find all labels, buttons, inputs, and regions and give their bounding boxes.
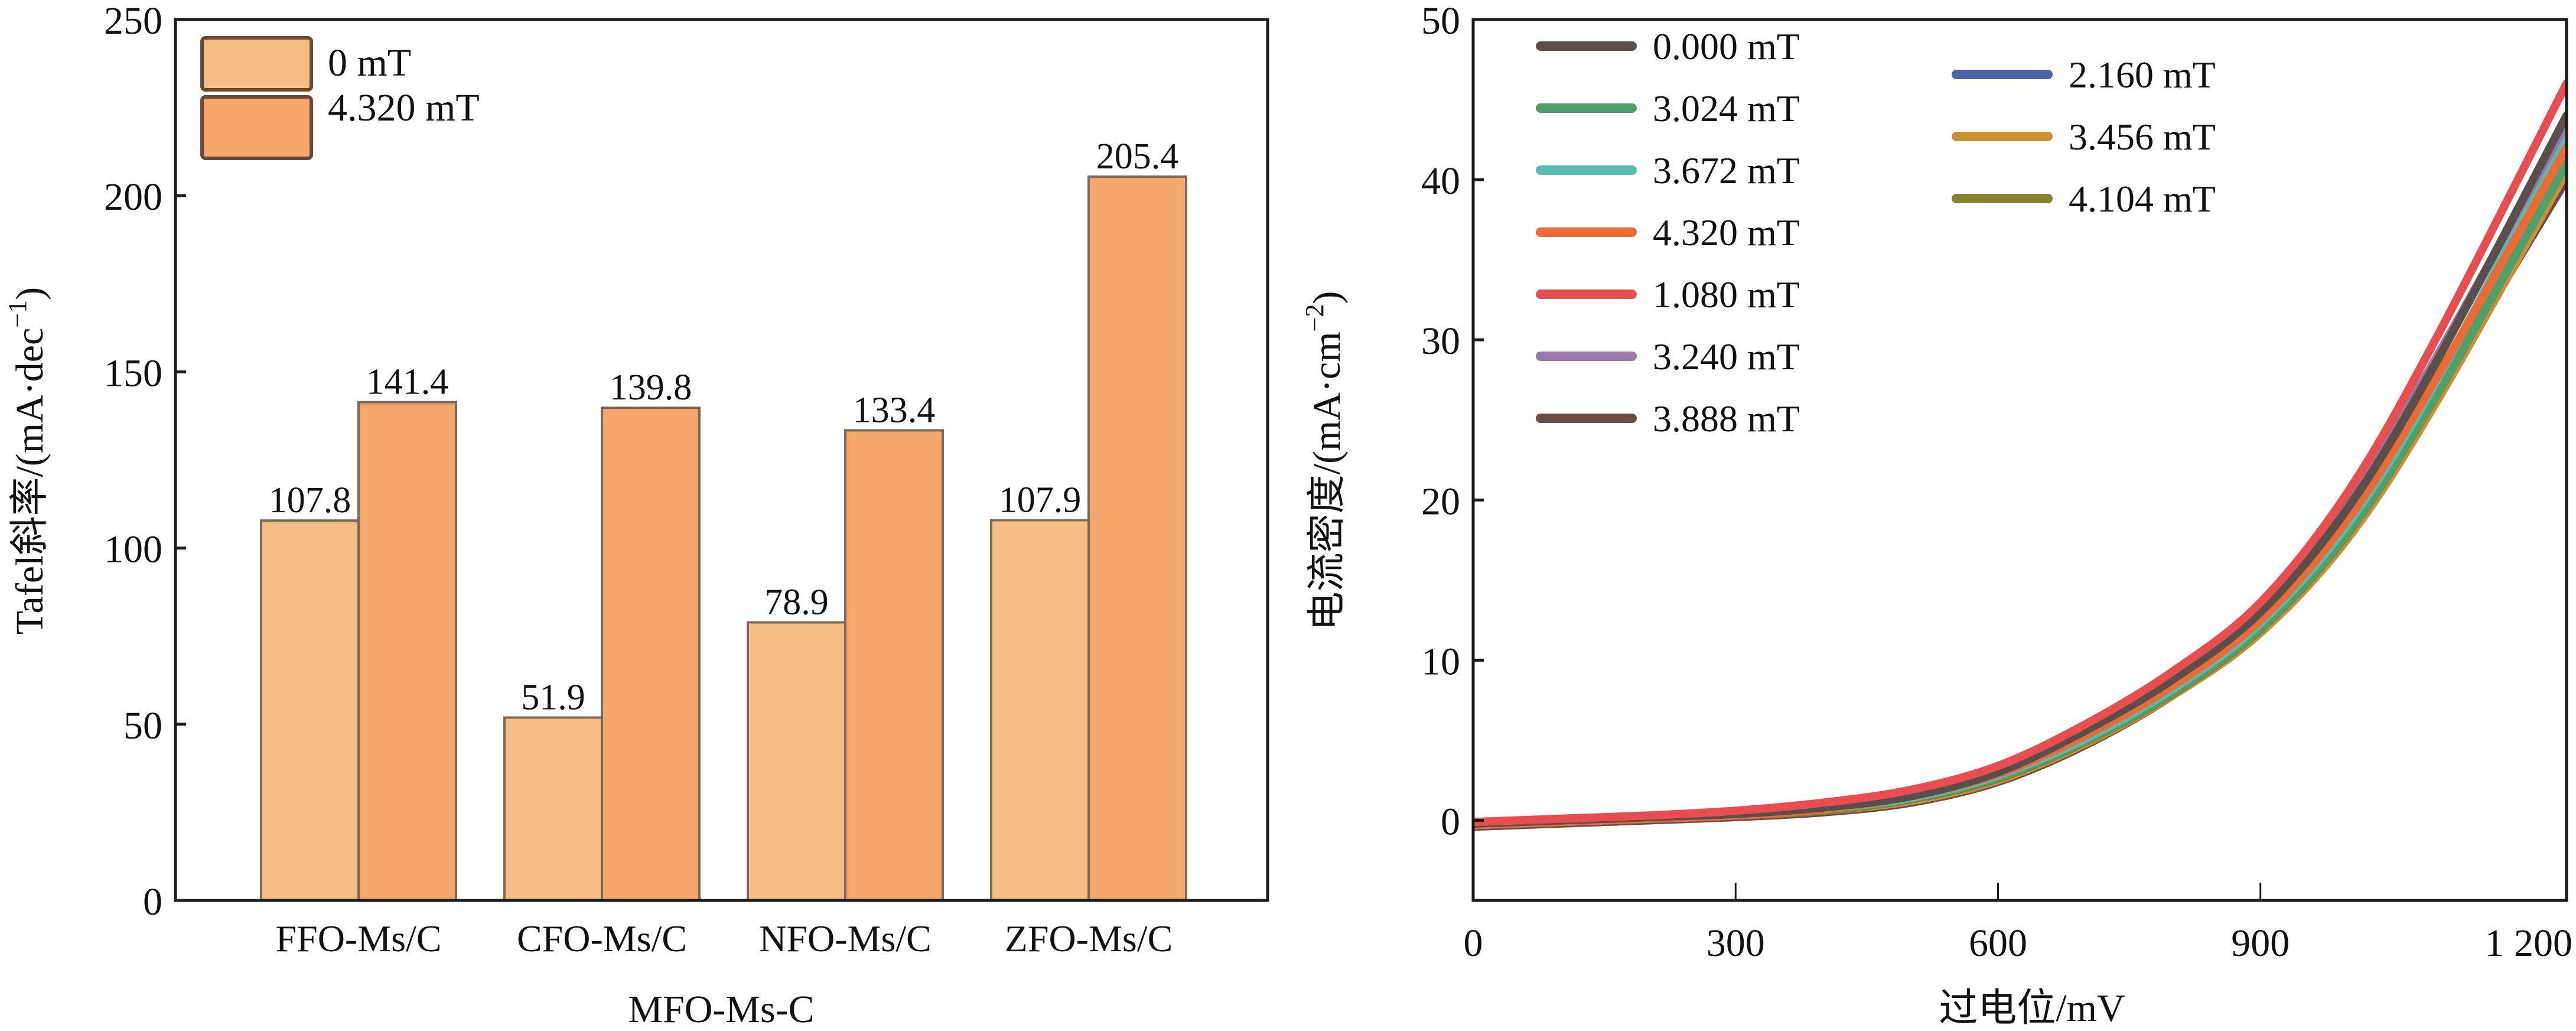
x-tick-label: 300 bbox=[1707, 922, 1765, 965]
bar-value-label: 141.4 bbox=[366, 362, 449, 402]
curve-2-160-mt bbox=[1473, 115, 2567, 828]
legend-swatch-4320mT bbox=[200, 95, 313, 160]
bar-value-label: 51.9 bbox=[521, 677, 585, 717]
legend-label-2-160-mt: 2.160 mT bbox=[2069, 54, 2216, 96]
y-tick-label: 50 bbox=[1421, 0, 1460, 43]
legend-label-3-024-mt: 3.024 mT bbox=[1653, 87, 1800, 129]
bar-ffo-ms-c-4-320-mt bbox=[357, 401, 457, 902]
curve-marks bbox=[1473, 79, 2567, 831]
x-axis-label: 过电位/mV bbox=[1939, 987, 2125, 1030]
y-tick-label: 250 bbox=[104, 0, 162, 43]
plot-frame bbox=[1471, 18, 2568, 902]
curve-4-104-mt bbox=[1473, 160, 2567, 830]
y-tick-label: 200 bbox=[104, 175, 162, 219]
x-tick-label: ZFO-Ms/C bbox=[1005, 918, 1173, 960]
bar-value-label: 107.8 bbox=[269, 480, 351, 521]
legend: 0 mT 4.320 mT bbox=[200, 36, 480, 160]
legend-label-1-080-mt: 1.080 mT bbox=[1653, 274, 1800, 316]
x-tick-label: 600 bbox=[1969, 922, 2027, 965]
x-tick-label: CFO-Ms/C bbox=[517, 918, 687, 960]
curve-3-240-mt bbox=[1473, 119, 2567, 828]
curve-4-320-mt bbox=[1473, 143, 2567, 830]
y-tick-label: 40 bbox=[1421, 160, 1460, 203]
bar-value-labels: 107.8 141.4 51.9 139.8 78.9 133.4 107.9 205.4 bbox=[269, 136, 1179, 717]
bar-zfo-ms-c-0-mt bbox=[990, 519, 1090, 902]
curve-0-000-mt bbox=[1473, 111, 2567, 828]
x-axis-ticks: 0 300 600 900 1 200 bbox=[1464, 883, 2573, 965]
y-axis-label: 电流密度/(mA·cm−2) bbox=[1300, 291, 1349, 631]
legend-label-0mT: 0 mT bbox=[328, 41, 411, 84]
bar-value-label: 139.8 bbox=[610, 367, 692, 408]
x-tick-label: FFO-Ms/C bbox=[276, 918, 442, 960]
bar-ffo-ms-c-0-mt bbox=[260, 519, 360, 902]
y-tick-label: 20 bbox=[1421, 480, 1460, 523]
y-tick-label: 150 bbox=[104, 352, 162, 395]
legend-label-4-320-mt: 4.320 mT bbox=[1653, 212, 1800, 253]
x-tick-label: 0 bbox=[1464, 922, 1483, 965]
curve-3-888-mt bbox=[1473, 175, 2567, 831]
bar-zfo-ms-c-4-320-mt bbox=[1087, 175, 1187, 902]
y-tick-label: 50 bbox=[123, 704, 162, 747]
legend: 0.000 mT 3.024 mT 3.672 mT 4.320 mT 1.080 mT… bbox=[1536, 25, 2216, 440]
x-axis-tick-labels: FFO-Ms/C CFO-Ms/C NFO-Ms/C ZFO-Ms/C bbox=[276, 918, 1173, 960]
curve-3-672-mt bbox=[1473, 127, 2567, 830]
bar-nfo-ms-c-0-mt bbox=[747, 621, 846, 902]
tafel-bar-chart: 107.8 141.4 51.9 139.8 78.9 133.4 107.9 205.4 0… bbox=[3, 0, 1269, 1031]
legend-label-4320mT: 4.320 mT bbox=[328, 86, 480, 129]
bar-value-label: 133.4 bbox=[853, 390, 936, 430]
y-tick-label: 0 bbox=[1441, 800, 1460, 843]
bar-cfo-ms-c-0-mt bbox=[503, 716, 603, 902]
y-axis-ticks: 0 50 100 150 200 250 bbox=[104, 0, 186, 923]
curve-3-024-mt bbox=[1473, 160, 2567, 830]
bar-value-label: 107.9 bbox=[999, 480, 1082, 520]
x-tick-label: NFO-Ms/C bbox=[759, 918, 932, 960]
y-tick-label: 30 bbox=[1421, 320, 1460, 363]
x-tick-label: 1 200 bbox=[2485, 922, 2573, 965]
bar-value-label: 78.9 bbox=[764, 582, 829, 622]
legend-label-3-672-mt: 3.672 mT bbox=[1653, 149, 1800, 191]
legend-label-4-104-mt: 4.104 mT bbox=[2069, 178, 2216, 220]
legend-label-0-000-mt: 0.000 mT bbox=[1653, 25, 1800, 67]
x-tick-label: 900 bbox=[2231, 922, 2290, 965]
legend-swatch-0mT bbox=[200, 36, 313, 92]
plot-frame bbox=[174, 18, 1269, 902]
legend-label-3-240-mt: 3.240 mT bbox=[1653, 336, 1800, 378]
y-axis-label: Tafel斜率/(mA·dec−1) bbox=[3, 287, 51, 635]
legend-label-3-888-mt: 3.888 mT bbox=[1653, 398, 1800, 440]
x-axis-label: MFO-Ms-C bbox=[628, 988, 814, 1031]
bar-marks bbox=[260, 175, 1187, 902]
y-tick-label: 100 bbox=[104, 528, 162, 571]
y-tick-label: 0 bbox=[143, 880, 162, 923]
bar-cfo-ms-c-4-320-mt bbox=[601, 406, 701, 902]
polarization-line-chart: 0 10 20 30 40 50 0 300 600 900 1 200 过电位/mV 电流密度/… bbox=[1300, 0, 2572, 1030]
y-axis-ticks: 0 10 20 30 40 50 bbox=[1421, 0, 1484, 843]
curve-1-080-mt bbox=[1473, 79, 2567, 827]
curve-3-456-mt bbox=[1473, 167, 2567, 830]
y-tick-label: 10 bbox=[1421, 640, 1460, 683]
bar-value-label: 205.4 bbox=[1096, 136, 1179, 177]
legend-label-3-456-mt: 3.456 mT bbox=[2069, 116, 2216, 158]
bar-nfo-ms-c-4-320-mt bbox=[844, 429, 944, 902]
